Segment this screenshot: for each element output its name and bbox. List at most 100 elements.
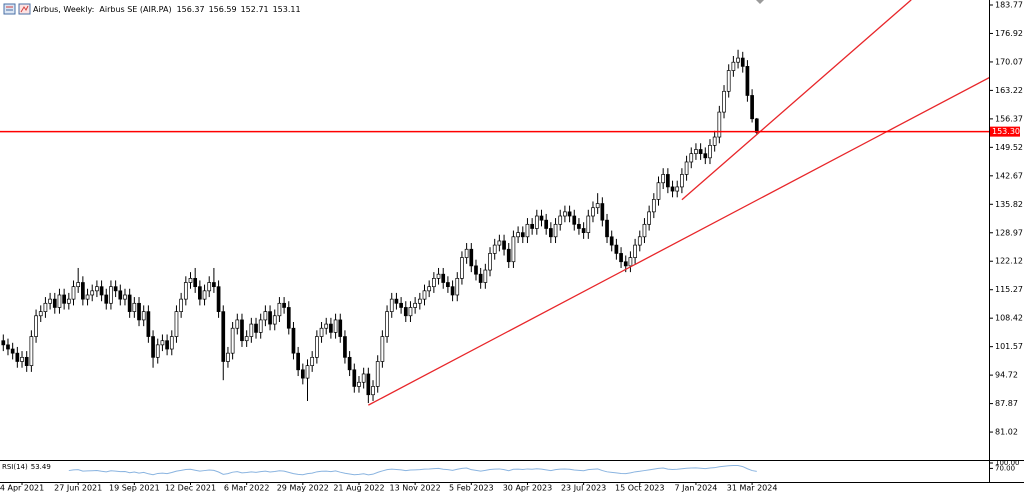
candle-body — [310, 356, 315, 366]
candle-body — [277, 302, 282, 317]
candle-body — [286, 307, 291, 329]
candle-body — [474, 265, 478, 275]
candle-body — [99, 286, 104, 296]
candle-body — [48, 298, 52, 304]
shift-marker — [756, 0, 764, 4]
x-tick-label: 4 Apr 2021 — [0, 484, 44, 493]
candle-body — [76, 282, 81, 288]
candle-body — [708, 145, 712, 159]
candle-body — [717, 111, 722, 138]
x-tick-label: 21 Aug 2022 — [333, 484, 384, 493]
candle-body — [698, 149, 703, 155]
candle-body — [371, 386, 375, 396]
x-tick-label: 5 Feb 2023 — [449, 484, 494, 493]
candle-body — [127, 294, 132, 312]
candle-body — [347, 356, 352, 371]
candle-body — [399, 302, 403, 308]
candle-body — [85, 294, 90, 300]
candle-body — [183, 282, 188, 300]
candle-body — [497, 240, 502, 246]
candle-body — [446, 282, 450, 288]
candle-body — [502, 240, 506, 250]
candle-body — [366, 373, 371, 396]
icon — [18, 3, 31, 15]
candle-body — [254, 323, 258, 333]
candle-body — [380, 336, 385, 362]
candle-body — [118, 290, 123, 300]
candle-body — [488, 253, 492, 271]
candle-body — [478, 273, 483, 283]
candle-body — [675, 186, 680, 192]
candle-body — [605, 219, 609, 238]
rsi-tick-label: 70.00 — [995, 464, 1015, 472]
y-tick-label: 128.97 — [995, 228, 1023, 237]
candle-body — [722, 90, 726, 113]
candle-body — [736, 57, 740, 63]
candle-body — [375, 361, 380, 387]
last-low: 152.71 — [241, 5, 269, 14]
candle-body — [202, 290, 207, 300]
candle-body — [272, 315, 277, 325]
candle-body — [104, 294, 109, 304]
candle-body — [680, 174, 684, 188]
candle-body — [389, 298, 394, 312]
candle-body — [221, 311, 226, 362]
candle-body — [263, 311, 268, 321]
y-tick-label: 149.52 — [995, 143, 1023, 152]
candle-body — [703, 153, 708, 159]
candle-body — [492, 244, 497, 254]
icon-detail — [20, 5, 29, 13]
y-tick-label: 115.27 — [995, 285, 1023, 294]
candle-body — [689, 153, 694, 163]
candle-body — [352, 369, 357, 387]
candle-body — [422, 290, 427, 300]
candle-body — [198, 286, 202, 300]
candle-body — [553, 223, 558, 238]
x-tick-label: 23 Jul 2023 — [561, 484, 606, 493]
x-tick-label: 19 Sep 2021 — [109, 484, 160, 493]
candle-body — [113, 286, 118, 292]
candle-body — [511, 236, 516, 263]
y-tick-label: 94.72 — [995, 371, 1018, 380]
candle-body — [567, 211, 572, 217]
candle-body — [441, 273, 446, 283]
candle-body — [694, 149, 698, 155]
candle-body — [123, 294, 127, 300]
candle-body — [226, 352, 230, 362]
candle-body — [413, 302, 417, 308]
candle-body — [165, 340, 169, 350]
candle-body — [450, 286, 455, 296]
x-tick-label: 27 Jun 2021 — [54, 484, 102, 493]
candle-body — [193, 278, 198, 288]
candle-body — [647, 211, 651, 225]
candle-body — [740, 57, 745, 67]
candle-body — [240, 319, 244, 342]
candle-body — [637, 236, 642, 246]
candle-body — [530, 223, 534, 229]
icon — [3, 3, 16, 15]
candle-body — [661, 174, 666, 184]
candle-body — [81, 282, 85, 300]
candle-body — [408, 307, 413, 317]
candle-body — [338, 319, 343, 337]
candle-body — [544, 219, 549, 229]
candle-body — [726, 70, 731, 92]
y-tick-label: 135.82 — [995, 200, 1023, 209]
candle-body — [137, 302, 141, 321]
candle-body — [534, 215, 539, 229]
candle-body — [343, 336, 347, 358]
candle-body — [24, 356, 29, 366]
candle-body — [305, 365, 310, 379]
candle-body — [315, 336, 319, 358]
y-tick-label: 81.02 — [995, 428, 1018, 437]
candle-body — [333, 319, 338, 333]
candle-body — [329, 323, 333, 333]
candle-body — [300, 369, 305, 379]
candle-body — [151, 336, 155, 358]
rsi-line — [68, 465, 757, 476]
candle-body — [66, 298, 71, 304]
candle-body — [586, 215, 591, 233]
candle-body — [52, 298, 57, 308]
description: Airbus SE (AIR.PA) — [99, 5, 171, 14]
candle-body — [464, 248, 469, 258]
